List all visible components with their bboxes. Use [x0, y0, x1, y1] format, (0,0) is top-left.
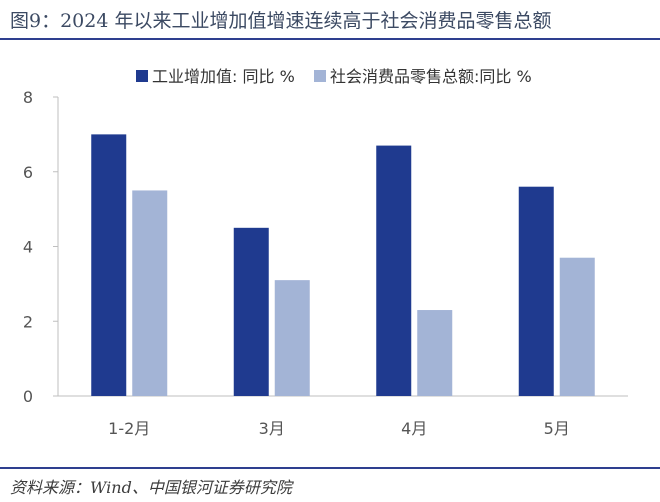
y-axis: 0 2 4 6 8: [23, 88, 59, 406]
bar-industrial: [91, 134, 127, 396]
legend-label: 工业增加值: 同比 %: [152, 67, 295, 86]
y-tick-label: 0: [23, 387, 33, 406]
bar-industrial: [376, 145, 412, 396]
figure-title: 图9：2024 年以来工业增加值增速连续高于社会消费品零售总额: [10, 10, 552, 32]
x-axis: 1-2月 3月 4月 5月: [58, 395, 628, 438]
y-tick-label: 6: [23, 163, 33, 182]
bars: [91, 134, 595, 396]
x-tick-label: 1-2月: [108, 419, 150, 438]
legend-swatch: [136, 70, 148, 82]
y-tick-label: 8: [23, 88, 33, 107]
bar-retail: [559, 257, 595, 396]
y-tick-label: 4: [23, 238, 33, 257]
footer-divider: [0, 467, 660, 469]
bar-retail: [274, 280, 310, 396]
bar-retail: [132, 190, 168, 396]
bar-industrial: [233, 227, 269, 396]
x-tick-label: 5月: [544, 419, 570, 438]
legend-swatch: [314, 70, 326, 82]
y-tick-label: 2: [23, 312, 33, 331]
legend: 工业增加值: 同比 % 社会消费品零售总额:同比 %: [136, 67, 532, 86]
title-divider: [0, 38, 660, 40]
x-tick-label: 3月: [259, 419, 285, 438]
source-note: 资料来源：Wind、中国银河证券研究院: [10, 478, 292, 497]
bar-retail: [417, 310, 453, 396]
x-tick-label: 4月: [401, 419, 427, 438]
bar-industrial: [518, 186, 554, 396]
legend-label: 社会消费品零售总额:同比 %: [330, 67, 532, 86]
